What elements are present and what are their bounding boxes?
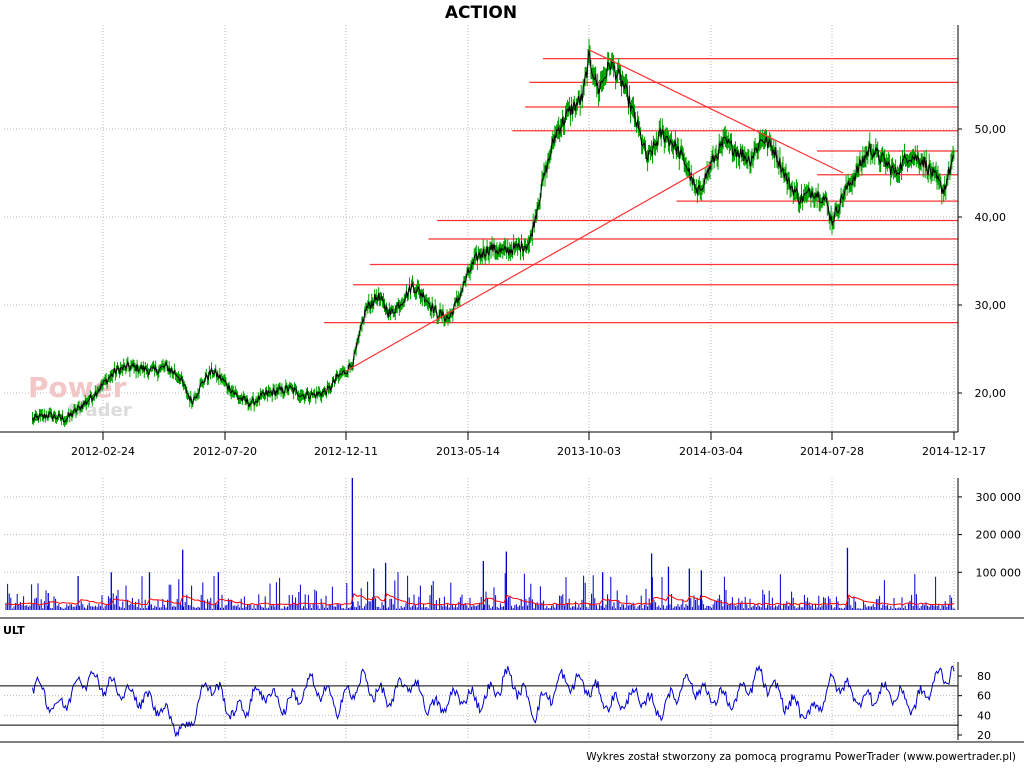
ult-y-tick-label: 40: [977, 709, 991, 722]
volume-y-tick-label: 100 000: [976, 566, 1022, 579]
volume-y-tick-label: 200 000: [976, 529, 1022, 542]
volume-y-tick-label: 300 000: [976, 491, 1022, 504]
ult-y-tick-label: 80: [977, 670, 991, 683]
trendline: [588, 49, 844, 174]
price-y-tick-label: 40,00: [975, 211, 1007, 224]
price-x-tick-label: 2014-03-04: [679, 445, 743, 458]
marks-layer: [0, 38, 958, 737]
grid-layer: [4, 25, 958, 740]
price-x-tick-label: 2012-02-24: [71, 445, 135, 458]
price-x-tick-label: 2012-07-20: [193, 445, 257, 458]
labels-layer: 2012-02-24 2012-07-20 2012-12-11 2013-05-14…: [3, 123, 1021, 742]
ult-y-tick-label: 60: [977, 690, 991, 703]
watermark-logo: Power trader: [28, 371, 132, 421]
chart-title: ACTION: [445, 3, 517, 23]
price-x-tick-label: 2014-12-17: [922, 445, 986, 458]
indicator-title: ULT: [3, 624, 25, 637]
ult-y-tick-label: 20: [977, 729, 991, 742]
price-x-tick-label: 2014-07-28: [800, 445, 864, 458]
price-x-tick-label: 2013-10-03: [557, 445, 621, 458]
price-x-tick-label: 2012-12-11: [314, 445, 378, 458]
frame-layer: [0, 25, 1024, 743]
volume-average-line: [5, 592, 955, 606]
trendline: [345, 163, 712, 372]
footer-credit: Wykres został stworzony za pomocą progra…: [586, 751, 1016, 763]
price-x-tick-label: 2013-05-14: [436, 445, 500, 458]
price-y-tick-label: 30,00: [975, 299, 1007, 312]
price-series-line: [32, 50, 955, 423]
price-y-tick-label: 20,00: [975, 387, 1007, 400]
ult-series-line: [32, 664, 955, 737]
price-y-tick-label: 50,00: [975, 123, 1007, 136]
